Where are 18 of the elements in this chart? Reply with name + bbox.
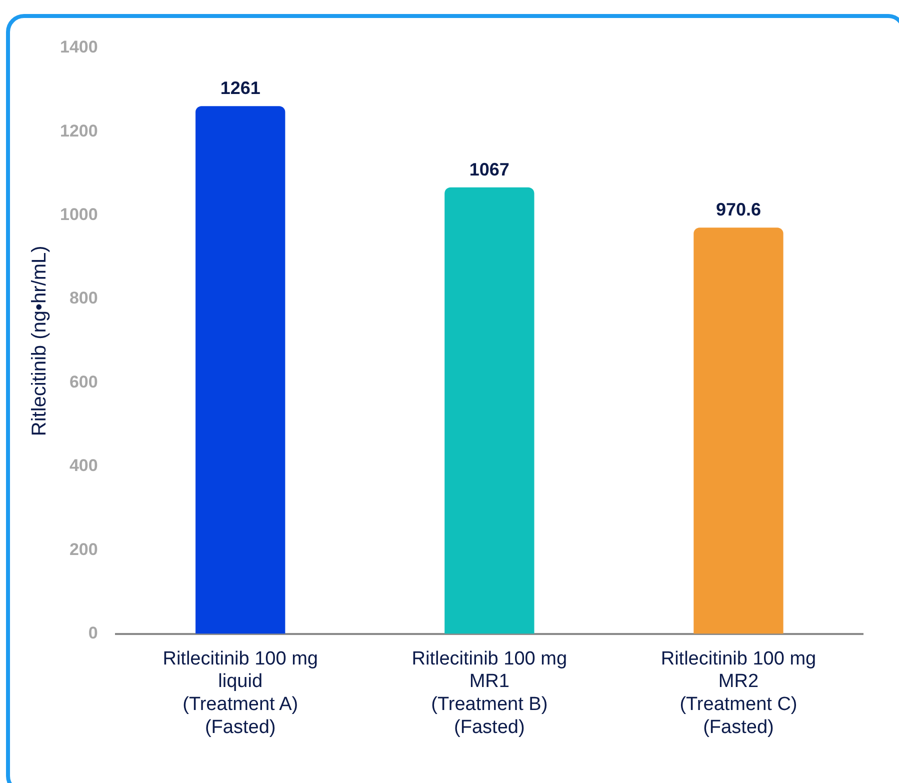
data-label: 1067 xyxy=(469,159,510,180)
x-tick-label: Ritlecitinib 100 mg MR1 (Treatment B) (Fasted) xyxy=(412,648,568,738)
y-axis-title: Ritlecitinib (ng•hr/mL) xyxy=(28,246,51,436)
bar xyxy=(196,106,286,634)
x-tick-label: Ritlecitinib 100 mg MR2 (Treatment C) (Fasted) xyxy=(660,648,816,738)
y-tick-label: 1400 xyxy=(60,38,98,57)
y-tick-label: 600 xyxy=(69,372,98,392)
data-label: 1261 xyxy=(220,78,260,98)
y-tick-label: 0 xyxy=(88,623,98,642)
y-tick-label: 200 xyxy=(69,540,98,559)
data-label: 970.6 xyxy=(716,200,761,220)
y-tick-label: 1200 xyxy=(60,121,98,140)
y-tick-label: 800 xyxy=(69,288,98,308)
x-tick-label: Ritlecitinib 100 mg liquid (Treatment A) (Fasted) xyxy=(162,648,318,738)
bar xyxy=(694,228,784,634)
y-tick-label: 1000 xyxy=(60,205,98,224)
y-tick-label: 400 xyxy=(69,456,98,476)
bar xyxy=(444,187,534,634)
